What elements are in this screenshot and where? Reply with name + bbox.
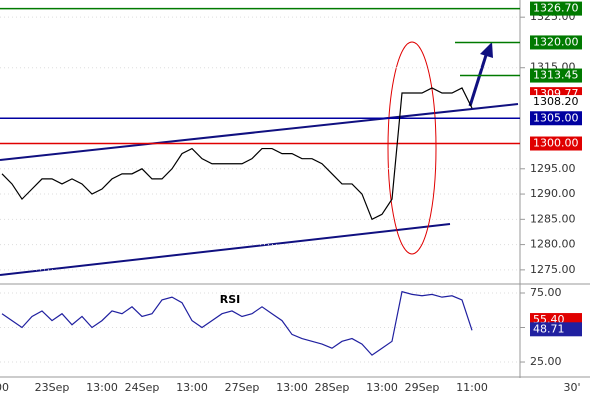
highlight-ellipse [387,41,437,255]
price-line [1,87,473,221]
level-label: 1326.70 [533,2,579,15]
x-tick-label: 00 [0,381,9,394]
price-line [1,290,473,356]
y-tick-label: 1280.00 [530,238,576,251]
level-label: 1313.45 [533,69,579,82]
y-tick-label: 1290.00 [530,187,576,200]
level-box [530,322,582,337]
y-tick-label: 75.00 [530,286,562,299]
level-box [530,95,582,110]
level-box [530,1,582,16]
level-box [530,68,582,83]
x-tick-label: 13:00 [276,381,308,394]
x-tick-label: 11:00 [456,381,488,394]
x-tick-label: 13:00 [86,381,118,394]
level-label: 48.71 [533,322,565,335]
level-box [530,35,582,50]
x-tick-label: 24Sep [125,381,160,394]
rsi-title: RSI [220,293,241,306]
timeframe: 30' [563,381,580,394]
level-label: 1320.00 [533,35,579,48]
x-tick-label: 27Sep [225,381,260,394]
trend-line [0,223,451,276]
arrow-head [480,42,493,58]
level-box [530,111,582,126]
x-tick-label: 13:00 [366,381,398,394]
level-label: 1305.00 [533,111,579,124]
level-label: 1300.00 [533,137,579,150]
x-tick-label: 29Sep [405,381,440,394]
trend-line [0,103,519,161]
x-tick-label: 23Sep [35,381,70,394]
y-tick-label: 25.00 [530,355,562,368]
level-label: 1308.20 [533,95,579,108]
level-box [530,136,582,151]
x-tick-label: 28Sep [315,381,350,394]
y-tick-label: 1285.00 [530,212,576,225]
y-tick-label: 1295.00 [530,162,576,175]
y-tick-label: 1275.00 [530,263,576,276]
x-tick-label: 13:00 [176,381,208,394]
arrow [468,51,489,107]
